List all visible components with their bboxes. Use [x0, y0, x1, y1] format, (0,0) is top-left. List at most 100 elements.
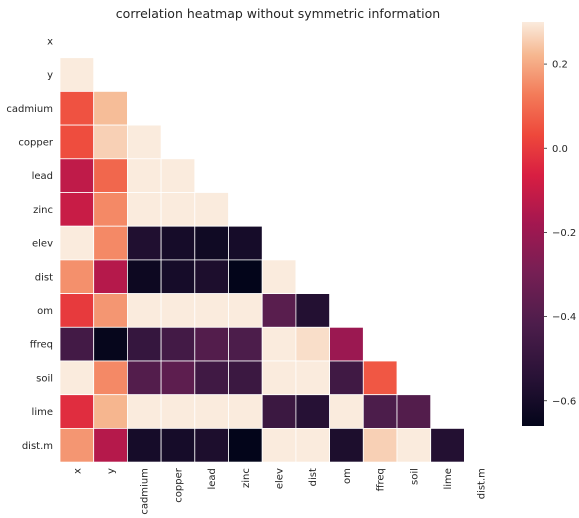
- x-tick-label: dist: [308, 468, 319, 486]
- heatmap-cell-om-y: [94, 294, 128, 328]
- heatmap-cell-dist.m-dist: [296, 428, 330, 462]
- x-tick-label: soil: [409, 468, 420, 485]
- heatmap-cell-lime-zinc: [229, 395, 263, 429]
- colorbar-tick-label: −0.2: [552, 228, 576, 239]
- heatmap-cell-ffreq-zinc: [229, 327, 263, 361]
- colorbar: [522, 22, 544, 426]
- heatmap-cell-dist-cadmium: [127, 260, 161, 294]
- x-tick-label: x: [72, 468, 83, 474]
- colorbar-tick-label: −0.6: [552, 396, 576, 407]
- y-tick-label: lead: [32, 171, 53, 182]
- heatmap-cell-copper-y: [94, 125, 128, 159]
- heatmap-cell-soil-lead: [195, 361, 229, 395]
- heatmap-cell-zinc-lead: [195, 193, 229, 227]
- heatmap-cell-soil-elev: [262, 361, 296, 395]
- x-tick-label: lime: [443, 468, 454, 489]
- heatmap-cell-dist.m-cadmium: [127, 428, 161, 462]
- heatmap-cell-zinc-cadmium: [127, 193, 161, 227]
- heatmap-cell-ffreq-dist: [296, 327, 330, 361]
- heatmap-cell-elev-copper: [161, 226, 195, 260]
- heatmap-cell-ffreq-y: [94, 327, 128, 361]
- heatmap-cell-ffreq-elev: [262, 327, 296, 361]
- heatmap-cell-dist.m-lead: [195, 428, 229, 462]
- heatmap-cell-dist.m-y: [94, 428, 128, 462]
- heatmap-cell-elev-lead: [195, 226, 229, 260]
- heatmap-cell-lead-x: [60, 159, 94, 193]
- heatmap-cell-dist.m-copper: [161, 428, 195, 462]
- heatmap-cell-lime-y: [94, 395, 128, 429]
- heatmap-cell-dist.m-lime: [431, 428, 465, 462]
- heatmap-cell-elev-y: [94, 226, 128, 260]
- heatmap-cell-soil-x: [60, 361, 94, 395]
- heatmap-cell-y-x: [60, 58, 94, 92]
- colorbar-ticks: 0.2 0.0 −0.2 −0.4 −0.6: [544, 60, 576, 408]
- heatmap-cell-lime-soil: [397, 395, 431, 429]
- heatmap-cell-om-dist: [296, 294, 330, 328]
- heatmap-cell-soil-copper: [161, 361, 195, 395]
- heatmap-cell-om-elev: [262, 294, 296, 328]
- x-tick-label: ffreq: [376, 468, 387, 491]
- heatmap-cell-soil-cadmium: [127, 361, 161, 395]
- heatmap-cell-lime-elev: [262, 395, 296, 429]
- heatmap-cell-copper-x: [60, 125, 94, 159]
- heatmap-cell-lime-cadmium: [127, 395, 161, 429]
- heatmap-cell-soil-y: [94, 361, 128, 395]
- heatmap-cell-dist.m-x: [60, 428, 94, 462]
- y-tick-label: elev: [32, 239, 53, 250]
- y-tick-label: ffreq: [30, 340, 53, 351]
- heatmap-cell-dist-copper: [161, 260, 195, 294]
- heatmap-cell-ffreq-lead: [195, 327, 229, 361]
- heatmap-cell-lime-x: [60, 395, 94, 429]
- y-tick-label: dist: [35, 272, 53, 283]
- heatmap-cell-ffreq-copper: [161, 327, 195, 361]
- heatmap-cell-dist-elev: [262, 260, 296, 294]
- heatmap-cell-lead-cadmium: [127, 159, 161, 193]
- y-tick-label: lime: [32, 407, 53, 418]
- heatmap-cell-zinc-y: [94, 193, 128, 227]
- heatmap-cell-lime-ffreq: [363, 395, 397, 429]
- x-tick-labels: x y cadmium copper lead zinc elev dist om ffreq so…: [72, 467, 487, 514]
- y-tick-label: zinc: [33, 205, 53, 216]
- y-tick-labels: x y cadmium copper lead zinc elev dist om ffreq so…: [6, 36, 53, 451]
- heatmap-cell-om-x: [60, 294, 94, 328]
- heatmap-cell-soil-om: [330, 361, 364, 395]
- heatmap-cell-dist.m-elev: [262, 428, 296, 462]
- heatmap-cell-elev-x: [60, 226, 94, 260]
- x-tick-label: lead: [207, 468, 218, 489]
- heatmap-cell-zinc-copper: [161, 193, 195, 227]
- heatmap-cell-lime-lead: [195, 395, 229, 429]
- heatmap-cell-soil-ffreq: [363, 361, 397, 395]
- x-tick-label: y: [106, 468, 117, 474]
- y-tick-label: dist.m: [22, 441, 53, 452]
- heatmap-cell-elev-cadmium: [127, 226, 161, 260]
- heatmap-cell-cadmium-y: [94, 91, 128, 125]
- heatmap-cell-dist-y: [94, 260, 128, 294]
- heatmap-cell-cadmium-x: [60, 91, 94, 125]
- y-tick-label: om: [37, 306, 53, 317]
- y-tick-label: x: [47, 36, 53, 47]
- heatmap-cell-ffreq-x: [60, 327, 94, 361]
- y-tick-label: y: [47, 70, 53, 81]
- heatmap-cell-dist.m-zinc: [229, 428, 263, 462]
- heatmap-cell-lead-copper: [161, 159, 195, 193]
- y-tick-label: copper: [18, 137, 53, 148]
- heatmap-cell-soil-zinc: [229, 361, 263, 395]
- colorbar-tick-label: 0.0: [552, 144, 568, 155]
- heatmap-cell-ffreq-cadmium: [127, 327, 161, 361]
- heatmap-cell-om-cadmium: [127, 294, 161, 328]
- heatmap-cell-copper-cadmium: [127, 125, 161, 159]
- heatmap-cell-dist-lead: [195, 260, 229, 294]
- heatmap-cell-dist.m-soil: [397, 428, 431, 462]
- heatmap-cell-dist-x: [60, 260, 94, 294]
- x-tick-label: cadmium: [140, 468, 151, 515]
- heatmap-cell-lead-y: [94, 159, 128, 193]
- heatmap-cell-om-zinc: [229, 294, 263, 328]
- colorbar-tick-label: 0.2: [552, 60, 568, 71]
- y-tick-label: cadmium: [6, 104, 53, 115]
- heatmap-cell-elev-zinc: [229, 226, 263, 260]
- heatmap-cells: [60, 58, 464, 462]
- heatmap-cell-zinc-x: [60, 193, 94, 227]
- heatmap-cell-lime-dist: [296, 395, 330, 429]
- heatmap-cell-dist.m-om: [330, 428, 364, 462]
